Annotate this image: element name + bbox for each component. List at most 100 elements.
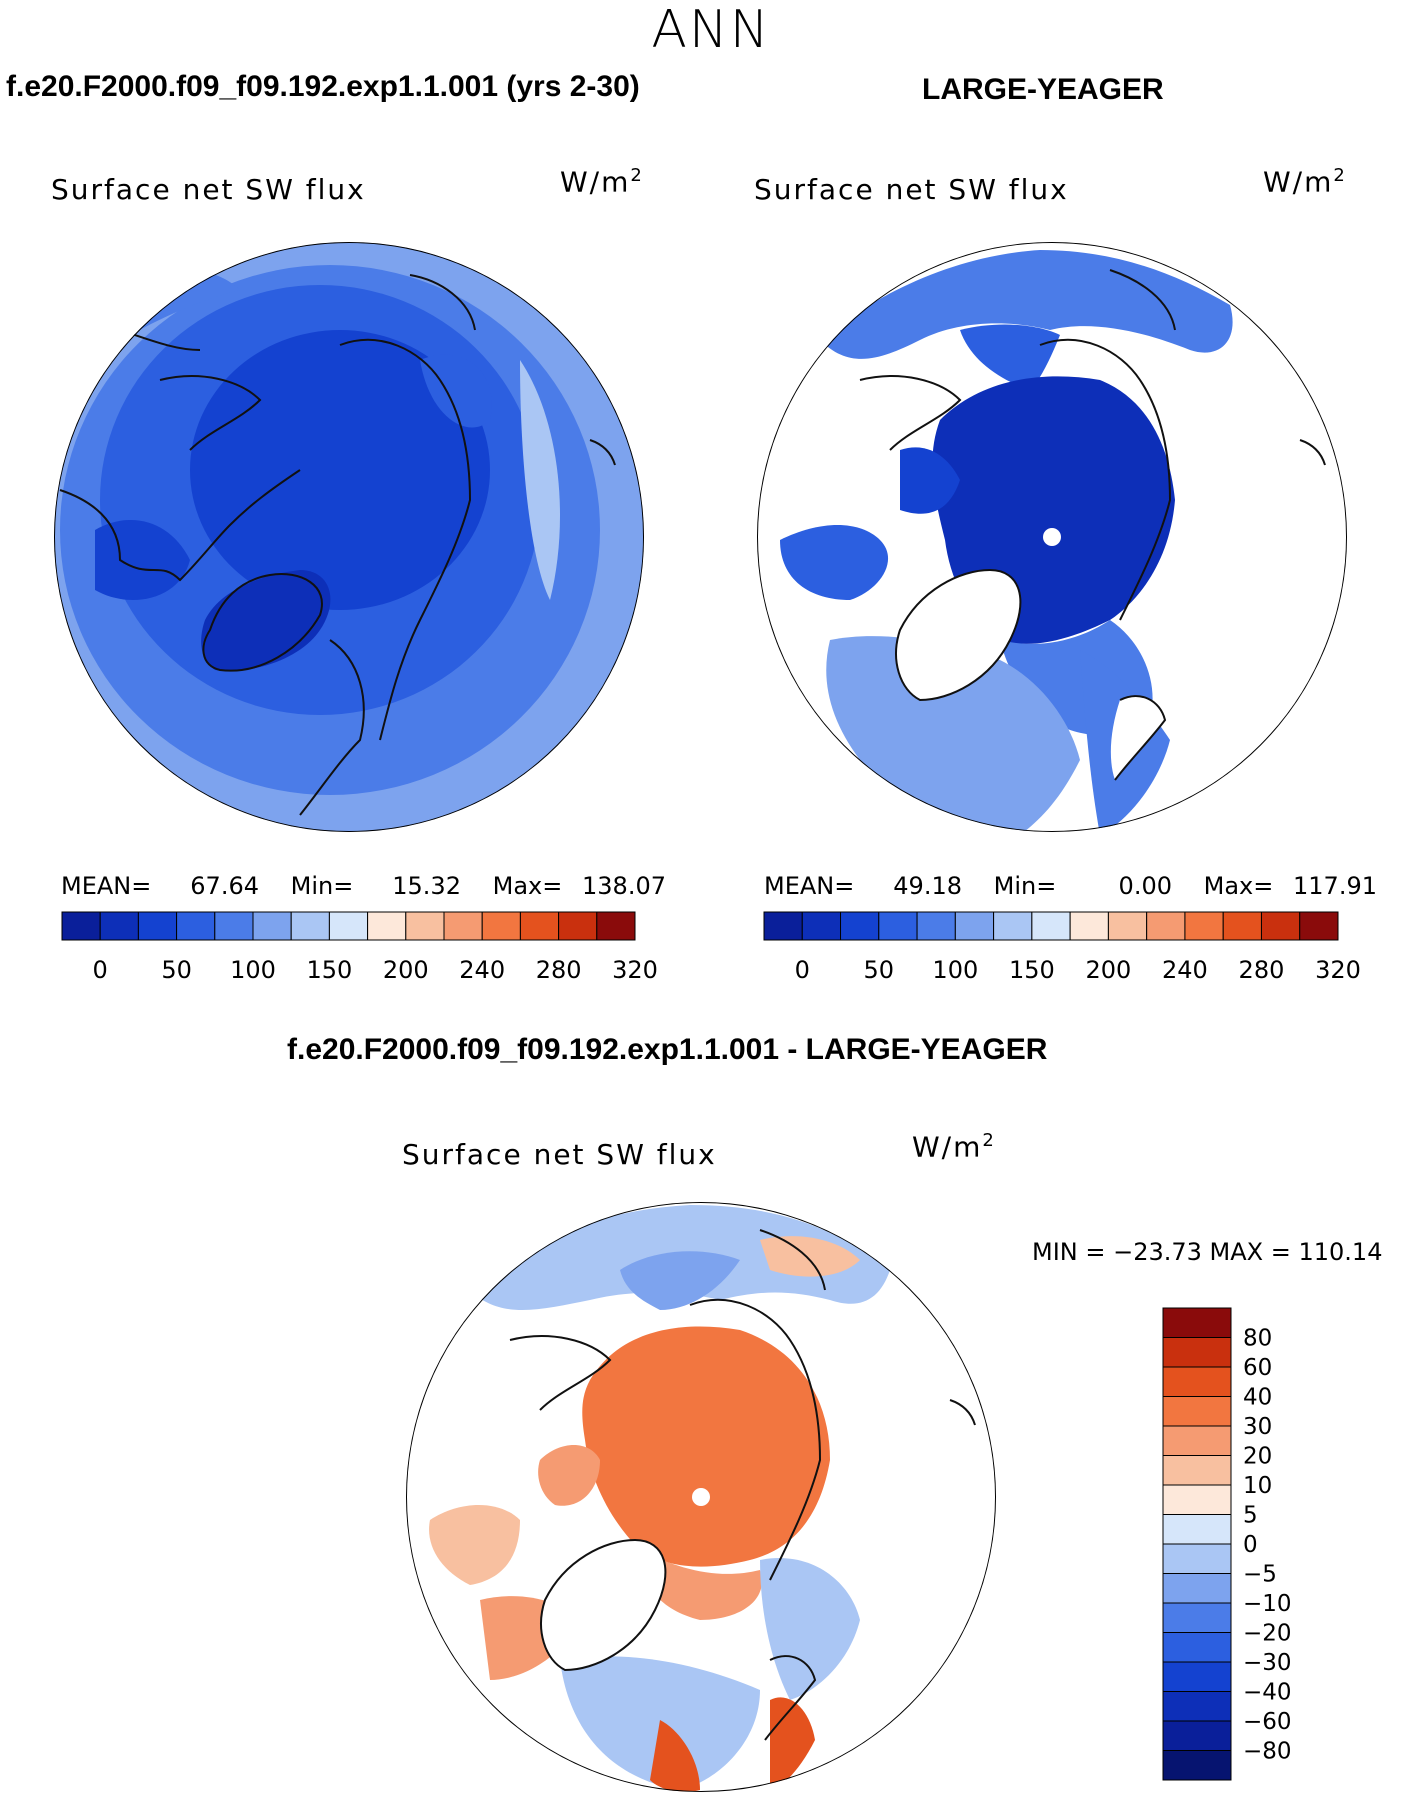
colorbar-obs: 0 50 100 150 200 240 280 320 xyxy=(763,911,1361,984)
colorbar-swatch xyxy=(1162,1602,1232,1633)
colorbar-tick-label: 200 xyxy=(1085,956,1131,984)
colorbar-swatch xyxy=(1222,911,1262,941)
colorbar-swatch xyxy=(1146,911,1186,941)
colorbar-swatch xyxy=(1162,1307,1232,1338)
colorbar-swatch xyxy=(1162,1750,1232,1781)
colorbar-swatch xyxy=(1162,1337,1232,1368)
colorbar-swatch xyxy=(1162,1573,1232,1604)
min-label: Min= xyxy=(290,872,354,900)
colorbar-swatch xyxy=(1107,911,1148,941)
season-title: ANN xyxy=(651,0,771,60)
colorbar-swatch xyxy=(1162,1455,1232,1486)
panel-title-model: f.e20.F2000.f09_f09.192.exp1.1.001 (yrs … xyxy=(6,70,640,103)
colorbar-swatch xyxy=(328,911,369,941)
mean-label: MEAN= xyxy=(61,872,152,900)
min-label: Min= xyxy=(993,872,1057,900)
units-label-diff: W/m2 xyxy=(912,1130,996,1164)
colorbar-tick-label: −80 xyxy=(1243,1739,1292,1765)
colorbar-tick-label: −5 xyxy=(1243,1562,1277,1588)
colorbar-swatch xyxy=(367,911,407,941)
min-value: 0.00 xyxy=(1118,872,1172,900)
colorbar-swatch xyxy=(137,911,178,941)
colorbar-swatch xyxy=(1260,911,1301,941)
mean-value: 49.18 xyxy=(893,872,962,900)
colorbar-swatch xyxy=(61,911,101,941)
colorbar-tick-label: 100 xyxy=(932,956,978,984)
colorbar-tick-label: 150 xyxy=(306,956,352,984)
colorbar-tick-label: 0 xyxy=(795,956,810,984)
colorbar-swatch xyxy=(1162,1366,1232,1397)
colorbar-tick-label: 60 xyxy=(1243,1355,1272,1381)
colorbar-swatch xyxy=(443,911,483,941)
map-model xyxy=(54,242,644,832)
colorbar-swatch xyxy=(176,911,216,941)
colorbar-tick-label: 40 xyxy=(1243,1385,1272,1411)
max-value: 117.91 xyxy=(1293,872,1377,900)
colorbar-tick-label: 240 xyxy=(1162,956,1208,984)
colorbar-tick-label: −30 xyxy=(1243,1650,1292,1676)
colorbar-tick-label: 50 xyxy=(864,956,895,984)
colorbar-swatch xyxy=(993,911,1033,941)
colorbar-tick-label: 0 xyxy=(1243,1532,1258,1558)
panel-title-obs: LARGE-YEAGER xyxy=(922,73,1164,106)
min-value: 15.32 xyxy=(392,872,461,900)
map-obs xyxy=(757,242,1347,832)
colorbar-tick-label: 200 xyxy=(383,956,429,984)
max-value: 138.07 xyxy=(582,872,666,900)
colorbar-swatch xyxy=(1069,911,1109,941)
pole-marker xyxy=(1043,528,1061,546)
colorbar-swatch xyxy=(1162,1484,1232,1515)
colorbar-swatch xyxy=(519,911,560,941)
colorbar-tick-label: −10 xyxy=(1243,1591,1292,1617)
colorbar-tick-label: 20 xyxy=(1243,1444,1272,1470)
colorbar-swatch xyxy=(1162,1543,1232,1574)
colorbar-swatch xyxy=(1162,1396,1232,1427)
colorbar-tick-label: 10 xyxy=(1243,1473,1272,1499)
colorbar-swatch xyxy=(596,911,636,941)
map-diff xyxy=(406,1202,996,1792)
colorbar-tick-label: 30 xyxy=(1243,1414,1272,1440)
colorbar-swatch xyxy=(405,911,445,941)
mean-value: 67.64 xyxy=(190,872,259,900)
colorbar-swatch xyxy=(1162,1661,1232,1692)
colorbar-swatch xyxy=(878,911,918,941)
colorbar-swatch xyxy=(1162,1425,1232,1456)
colorbar-swatch xyxy=(99,911,139,941)
colorbar-tick-label: 240 xyxy=(459,956,505,984)
max-label: Max= xyxy=(492,872,563,900)
colorbar-swatch xyxy=(1162,1691,1232,1722)
colorbar-tick-label: 320 xyxy=(1315,956,1361,984)
colorbar-tick-label: −40 xyxy=(1243,1680,1292,1706)
colorbar-swatch xyxy=(954,911,995,941)
stats-obs: MEAN= 49.18 Min= 0.00 Max= 117.91 xyxy=(764,872,1377,900)
stats-model: MEAN= 67.64 Min= 15.32 Max= 138.07 xyxy=(61,872,666,900)
colorbar-tick-label: 280 xyxy=(536,956,582,984)
colorbar-tick-label: 80 xyxy=(1243,1326,1272,1352)
colorbar-tick-label: 100 xyxy=(230,956,276,984)
max-label: Max= xyxy=(1203,872,1274,900)
colorbar-tick-label: 280 xyxy=(1239,956,1285,984)
colorbar-swatch xyxy=(916,911,956,941)
colorbar-swatch xyxy=(1162,1720,1232,1751)
colorbar-swatch xyxy=(214,911,254,941)
colorbar-tick-label: 5 xyxy=(1243,1503,1258,1529)
mean-label: MEAN= xyxy=(764,872,855,900)
panel-title-diff: f.e20.F2000.f09_f09.192.exp1.1.001 - LAR… xyxy=(287,1033,1048,1066)
pole-marker xyxy=(692,1488,710,1506)
colorbar-swatch xyxy=(1299,911,1339,941)
colorbar-swatch xyxy=(558,911,598,941)
colorbar-model: 0 50 100 150 200 240 280 320 xyxy=(61,911,658,984)
colorbar-tick-label: 0 xyxy=(93,956,108,984)
colorbar-swatch xyxy=(481,911,521,941)
colorbar-tick-label: −60 xyxy=(1243,1709,1292,1735)
colorbar-tick-label: 150 xyxy=(1009,956,1055,984)
colorbar-swatch xyxy=(801,911,842,941)
colorbar-diff: 80 60 40 30 20 10 5 0 −5 −10 −20 −30 −40 −60 −80 xyxy=(1162,1307,1292,1781)
colorbar-swatch xyxy=(290,911,330,941)
variable-label-diff: Surface net SW flux xyxy=(402,1138,717,1171)
units-label-model: W/m2 xyxy=(560,165,644,199)
colorbar-swatch xyxy=(252,911,292,941)
variable-label-model: Surface net SW flux xyxy=(51,173,366,206)
units-label-obs: W/m2 xyxy=(1263,165,1347,199)
